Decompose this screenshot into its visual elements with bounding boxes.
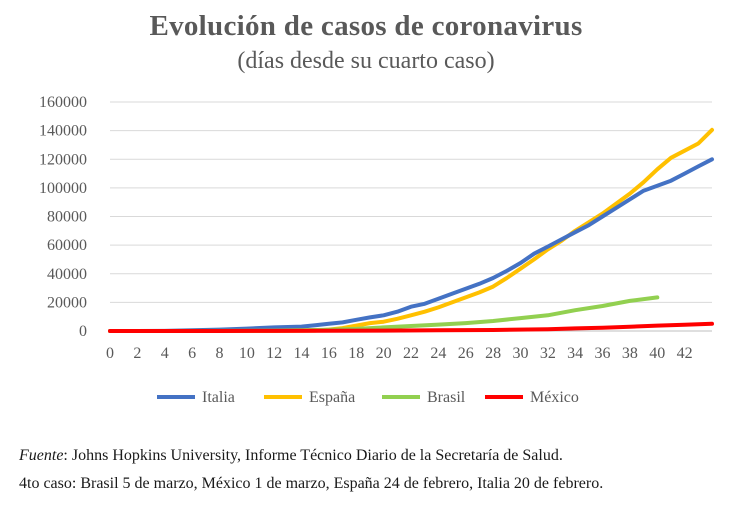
y-tick-label: 120000	[39, 151, 87, 168]
x-tick-label: 2	[133, 345, 141, 362]
x-tick-label: 28	[485, 345, 501, 362]
x-tick-label: 34	[567, 345, 583, 362]
x-tick-label: 38	[622, 345, 638, 362]
y-tick-label: 0	[79, 323, 87, 340]
chart-title: Evolución de casos de coronavirus	[149, 10, 583, 42]
y-tick-label: 160000	[39, 94, 87, 111]
y-tick-label: 140000	[39, 123, 87, 140]
x-tick-label: 4	[161, 345, 169, 362]
x-tick-label: 0	[106, 345, 114, 362]
fourth-case-note: 4to caso: Brasil 5 de marzo, México 1 de…	[19, 475, 604, 492]
series-line-4	[108, 321, 714, 333]
x-tick-label: 24	[430, 345, 446, 362]
x-tick-label: 40	[649, 345, 665, 362]
x-tick-label: 22	[403, 345, 419, 362]
legend-label: Italia	[202, 389, 235, 406]
x-tick-label: 30	[512, 345, 528, 362]
x-tick-label: 6	[188, 345, 196, 362]
legend-label: España	[309, 389, 355, 406]
legend-label: México	[530, 389, 579, 406]
source-label: Fuente	[19, 447, 64, 464]
y-tick-label: 60000	[47, 237, 87, 254]
x-tick-label: 18	[348, 345, 364, 362]
x-tick-label: 36	[595, 345, 611, 362]
y-tick-label: 100000	[39, 180, 87, 197]
y-tick-label: 20000	[47, 294, 87, 311]
x-tick-label: 20	[376, 345, 392, 362]
x-tick-label: 26	[458, 345, 474, 362]
x-tick-label: 42	[677, 345, 693, 362]
y-tick-label: 40000	[47, 266, 87, 283]
source-note: Fuente: Johns Hopkins University, Inform…	[19, 447, 563, 465]
source-text: : Johns Hopkins University, Informe Técn…	[63, 447, 563, 464]
x-tick-label: 8	[215, 345, 223, 362]
chart-subtitle: (días desde su cuarto caso)	[237, 48, 495, 74]
x-tick-label: 14	[294, 345, 310, 362]
y-tick-label: 80000	[47, 209, 87, 226]
x-tick-label: 12	[266, 345, 282, 362]
legend-label: Brasil	[427, 389, 466, 406]
series-line-1	[108, 157, 714, 333]
x-tick-label: 32	[540, 345, 556, 362]
x-tick-label: 16	[321, 345, 337, 362]
x-tick-label: 10	[239, 345, 255, 362]
